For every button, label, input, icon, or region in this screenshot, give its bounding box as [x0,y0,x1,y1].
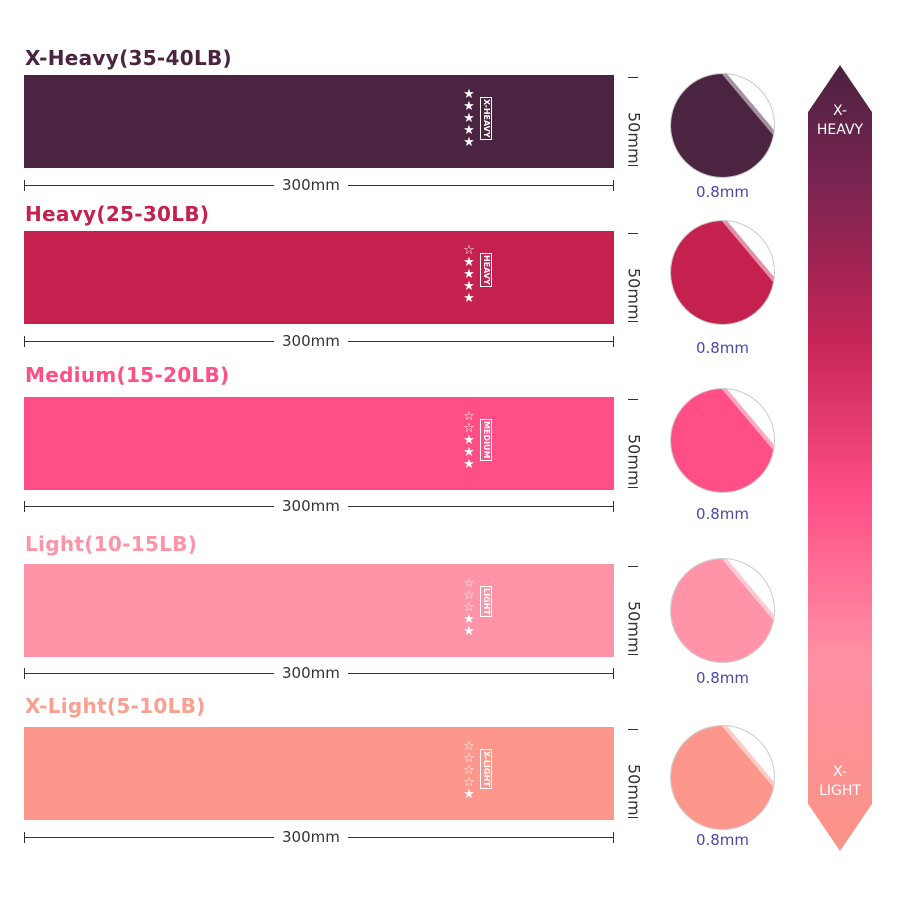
resistance-scale-arrow [808,65,872,851]
star-empty-icon: ☆ [463,243,475,258]
star-filled-icon: ★ [463,267,475,282]
length-dimension: 300mm [24,332,614,350]
star-filled-icon: ★ [463,255,475,270]
band-tag: LIGHT [480,586,492,617]
band-edge-image [671,389,774,492]
star-filled-icon: ★ [463,457,475,472]
band-swatch [24,727,614,820]
star-filled-icon: ★ [463,135,475,150]
width-dimension: 50mm [624,397,644,490]
band-tag: X-LIGHT [480,749,492,789]
scale-bottom-line1: X- [833,764,847,780]
thickness-label: 0.8mm [695,339,750,357]
band-tag: MEDIUM [480,419,492,461]
band-edge-image [671,221,774,324]
width-label: 50mm [624,267,644,320]
star-filled-icon: ★ [463,624,475,639]
star-empty-icon: ☆ [463,421,475,436]
length-label: 300mm [274,176,348,194]
star-filled-icon: ★ [463,279,475,294]
star-empty-icon: ☆ [463,751,475,766]
length-label: 300mm [274,332,348,350]
star-empty-icon: ☆ [463,588,475,603]
length-label: 300mm [274,828,348,846]
star-filled-icon: ★ [463,291,475,306]
band-swatch [24,564,614,657]
star-empty-icon: ☆ [463,763,475,778]
width-dimension: 50mm [624,564,644,657]
star-filled-icon: ★ [463,445,475,460]
rating-stars: ☆ ☆ ☆ ★ ★ [462,576,476,639]
band-label: Heavy(25-30LB) [25,202,210,226]
star-filled-icon: ★ [463,123,475,138]
thickness-label: 0.8mm [695,831,750,849]
star-empty-icon: ☆ [463,409,475,424]
star-filled-icon: ★ [463,612,475,627]
band-thickness-closeup [670,558,775,663]
band-label: X-Heavy(35-40LB) [25,46,232,70]
length-label: 300mm [274,664,348,682]
rating-stars: ☆ ★ ★ ★ ★ [462,243,476,306]
star-filled-icon: ★ [463,87,475,102]
band-tag: HEAVY [480,253,492,287]
star-filled-icon: ★ [463,99,475,114]
scale-top-line2: HEAVY [816,122,864,138]
length-dimension: 300mm [24,664,614,682]
star-empty-icon: ☆ [463,600,475,615]
rating-stars: ★ ★ ★ ★ ★ [462,87,476,150]
thickness-label: 0.8mm [695,505,750,523]
length-dimension: 300mm [24,828,614,846]
band-thickness-closeup [670,73,775,178]
rating-stars: ☆ ☆ ★ ★ ★ [462,409,476,472]
star-filled-icon: ★ [463,787,475,802]
width-dimension: 50mm [624,75,644,168]
band-swatch [24,397,614,490]
length-dimension: 300mm [24,176,614,194]
width-label: 50mm [624,433,644,486]
rating-stars: ☆ ☆ ☆ ☆ ★ [462,739,476,802]
scale-top-line1: X- [833,103,847,119]
band-thickness-closeup [670,725,775,830]
scale-bottom-line2: LIGHT [819,783,861,799]
band-swatch [24,231,614,324]
band-edge-image [671,74,774,177]
width-label: 50mm [624,111,644,164]
star-empty-icon: ☆ [463,739,475,754]
scale-top-label: X- HEAVY [808,102,872,140]
band-thickness-closeup [670,220,775,325]
scale-bottom-label: X- LIGHT [808,763,872,801]
band-edge-image [671,559,774,662]
thickness-label: 0.8mm [695,669,750,687]
band-label: Medium(15-20LB) [25,363,230,387]
band-thickness-closeup [670,388,775,493]
length-dimension: 300mm [24,497,614,515]
star-empty-icon: ☆ [463,775,475,790]
length-label: 300mm [274,497,348,515]
band-label: Light(10-15LB) [25,532,198,556]
width-label: 50mm [624,600,644,653]
star-filled-icon: ★ [463,433,475,448]
star-filled-icon: ★ [463,111,475,126]
star-empty-icon: ☆ [463,576,475,591]
width-dimension: 50mm [624,231,644,324]
band-edge-image [671,726,774,829]
band-swatch [24,75,614,168]
width-dimension: 50mm [624,727,644,820]
band-tag: X-HEAVY [480,97,492,140]
width-label: 50mm [624,763,644,816]
band-label: X-Light(5-10LB) [25,694,206,718]
thickness-label: 0.8mm [695,183,750,201]
